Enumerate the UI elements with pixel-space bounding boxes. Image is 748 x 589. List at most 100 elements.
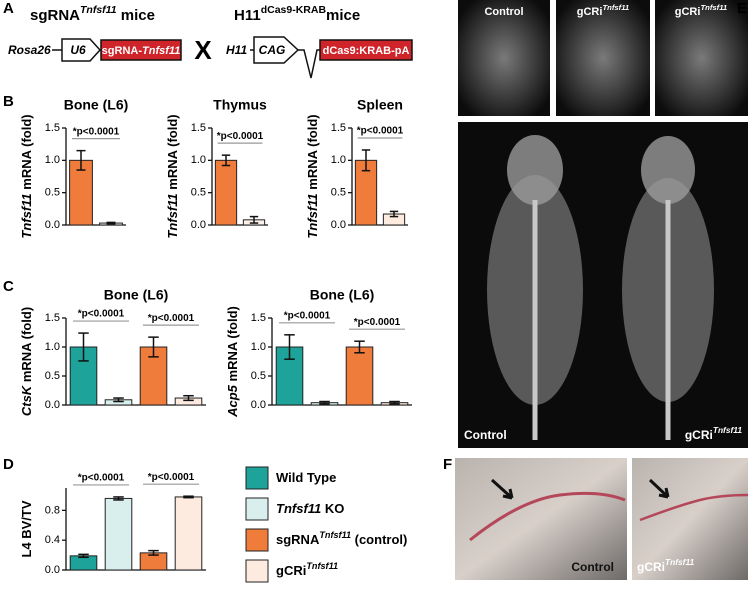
y-tick-label: 0.5 (45, 370, 60, 382)
panel-letter: C (3, 278, 14, 295)
text-part: gCRi (276, 563, 306, 578)
text-part: Tnfsf11 (319, 530, 351, 540)
text-part: Tnfsf11 (165, 193, 180, 238)
y-tick-label: 0.0 (191, 219, 206, 231)
y-tick-label: 0.0 (251, 399, 266, 411)
significance-label: *p<0.0001 (148, 472, 195, 483)
image-label: gCRiTnfsf11 (637, 557, 695, 574)
cassette-label: dCas9:KRAB-pA (323, 45, 410, 57)
y-axis-label: L4 BV/TV (19, 500, 34, 557)
y-tick-label: 1.0 (45, 154, 60, 166)
bar (345, 346, 374, 406)
text-part: Control (484, 6, 523, 18)
text-part: gCRi (675, 6, 701, 18)
image-label: Control (571, 560, 614, 574)
text-part: Tnfsf11 (19, 193, 34, 238)
text-part: Tnfsf11 (142, 45, 180, 57)
chart-title: Bone (L6) (104, 287, 169, 303)
y-tick-label: 1.5 (45, 122, 60, 134)
text-part: mice (117, 7, 155, 24)
text-part: mRNA (fold) (19, 114, 34, 193)
y-tick-label: 0.5 (45, 187, 60, 199)
y-tick-label: 0.0 (45, 219, 60, 231)
y-tick-label: 0.0 (45, 399, 60, 411)
y-tick-label: 1.5 (331, 122, 346, 134)
promoter-label: CAG (259, 43, 286, 57)
locus-label: H11 (226, 43, 247, 57)
chart-title: Bone (L6) (64, 97, 129, 113)
diagram-title: H11dCas9-KRABmice (234, 4, 360, 24)
legend-label: Wild Type (276, 470, 336, 485)
y-tick-label: 0.0 (331, 219, 346, 231)
y-tick-label: 0.5 (331, 187, 346, 199)
y-tick-label: 0.4 (45, 534, 60, 546)
significance-label: *p<0.0001 (357, 126, 404, 137)
significance-label: *p<0.0001 (354, 317, 401, 328)
text-part: L4 BV/TV (19, 500, 34, 557)
xray-images (458, 0, 748, 448)
image-label: Control (464, 428, 507, 442)
legend-swatch (245, 559, 269, 583)
legend-label: gCRiTnfsf11 (276, 561, 338, 578)
legend-swatch (245, 528, 269, 552)
text-part: mRNA (fold) (19, 307, 34, 386)
text-part: KO (321, 501, 344, 516)
text-part: Acp5 (225, 384, 240, 418)
significance-label: *p<0.0001 (284, 310, 331, 321)
text-part: CtsK (19, 384, 34, 416)
bar (104, 497, 133, 571)
text-part: mRNA (fold) (225, 306, 240, 385)
cross-symbol: X (194, 35, 212, 65)
legend-label: sgRNATnfsf11 (control) (276, 530, 407, 547)
text-part: gCRi (577, 6, 603, 18)
y-axis-label: Tnfsf11 mRNA (fold) (19, 114, 34, 238)
text-part: sgRNA (276, 532, 320, 547)
text-part: mRNA (fold) (305, 114, 320, 193)
significance-label: *p<0.0001 (78, 309, 125, 320)
text-part: Wild Type (276, 470, 336, 485)
diagram-title: sgRNATnfsf11 mice (30, 4, 155, 24)
y-axis-label: Acp5 mRNA (fold) (225, 306, 240, 418)
significance-label: *p<0.0001 (217, 131, 264, 142)
text-part: Tnfsf11 (80, 4, 117, 16)
y-tick-label: 0.8 (45, 504, 60, 516)
panel-letter: E (737, 0, 747, 17)
y-axis-label: CtsK mRNA (fold) (19, 307, 34, 416)
text-part: sgRNA- (102, 45, 143, 57)
image-label: gCRiTnfsf11 (675, 3, 727, 18)
y-tick-label: 1.0 (191, 154, 206, 166)
locus-label: Rosa26 (8, 43, 51, 57)
image-label: gCRiTnfsf11 (685, 425, 743, 442)
text-part: Control (464, 428, 507, 442)
y-axis-label: Tnfsf11 mRNA (fold) (305, 114, 320, 238)
y-axis-label: Tnfsf11 mRNA (fold) (165, 114, 180, 238)
text-part: mRNA (fold) (165, 114, 180, 193)
y-tick-label: 1.0 (45, 341, 60, 353)
bar (174, 496, 203, 571)
promoter-label: U6 (70, 43, 86, 57)
y-tick-label: 1.5 (251, 312, 266, 324)
text-part: Tnfsf11 (276, 501, 321, 516)
panel-letter: D (3, 456, 14, 473)
y-tick-label: 1.0 (331, 154, 346, 166)
chart-title: Thymus (213, 97, 267, 113)
significance-label: *p<0.0001 (78, 473, 125, 484)
text-part: sgRNA (30, 7, 80, 24)
y-tick-label: 1.5 (191, 122, 206, 134)
significance-label: *p<0.0001 (148, 313, 195, 324)
text-part: (control) (351, 532, 407, 547)
chart-title: Spleen (357, 97, 403, 113)
panel-letter: F (443, 456, 452, 473)
y-tick-label: 1.5 (45, 312, 60, 324)
text-part: gCRi (637, 560, 665, 574)
significance-label: *p<0.0001 (73, 126, 120, 137)
y-tick-label: 0.0 (45, 564, 60, 576)
cassette-label: sgRNA-Tnfsf11 (102, 45, 181, 57)
legend-swatch (245, 497, 269, 521)
y-tick-label: 0.5 (191, 187, 206, 199)
text-part: Tnfsf11 (713, 425, 743, 435)
panel-letter: A (3, 0, 14, 17)
y-tick-label: 0.5 (251, 370, 266, 382)
text-part: Tnfsf11 (700, 3, 727, 12)
